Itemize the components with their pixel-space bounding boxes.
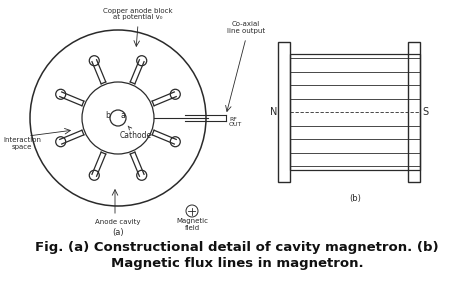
Text: (b): (b)	[349, 193, 361, 202]
Text: Interaction
space: Interaction space	[3, 137, 41, 149]
Text: Magnetic
field: Magnetic field	[176, 218, 208, 231]
Text: Magnetic flux lines in magnetron.: Magnetic flux lines in magnetron.	[111, 258, 363, 270]
Text: Fig. (a) Constructional detail of cavity magnetron. (b): Fig. (a) Constructional detail of cavity…	[35, 241, 439, 254]
Bar	[408, 42, 420, 182]
Bar	[278, 42, 290, 182]
Text: RF
OUT: RF OUT	[229, 117, 242, 128]
Text: Anode cavity: Anode cavity	[95, 219, 141, 225]
Text: Co-axial
line output: Co-axial line output	[227, 22, 265, 34]
Bar	[290, 54, 420, 170]
Text: a: a	[120, 112, 126, 120]
Text: Cathode: Cathode	[120, 126, 152, 140]
Text: N: N	[270, 107, 277, 117]
Text: (a): (a)	[112, 227, 124, 237]
Text: Copper anode block
at potential v₀: Copper anode block at potential v₀	[103, 7, 173, 20]
Text: b: b	[106, 112, 110, 120]
Text: S: S	[422, 107, 428, 117]
